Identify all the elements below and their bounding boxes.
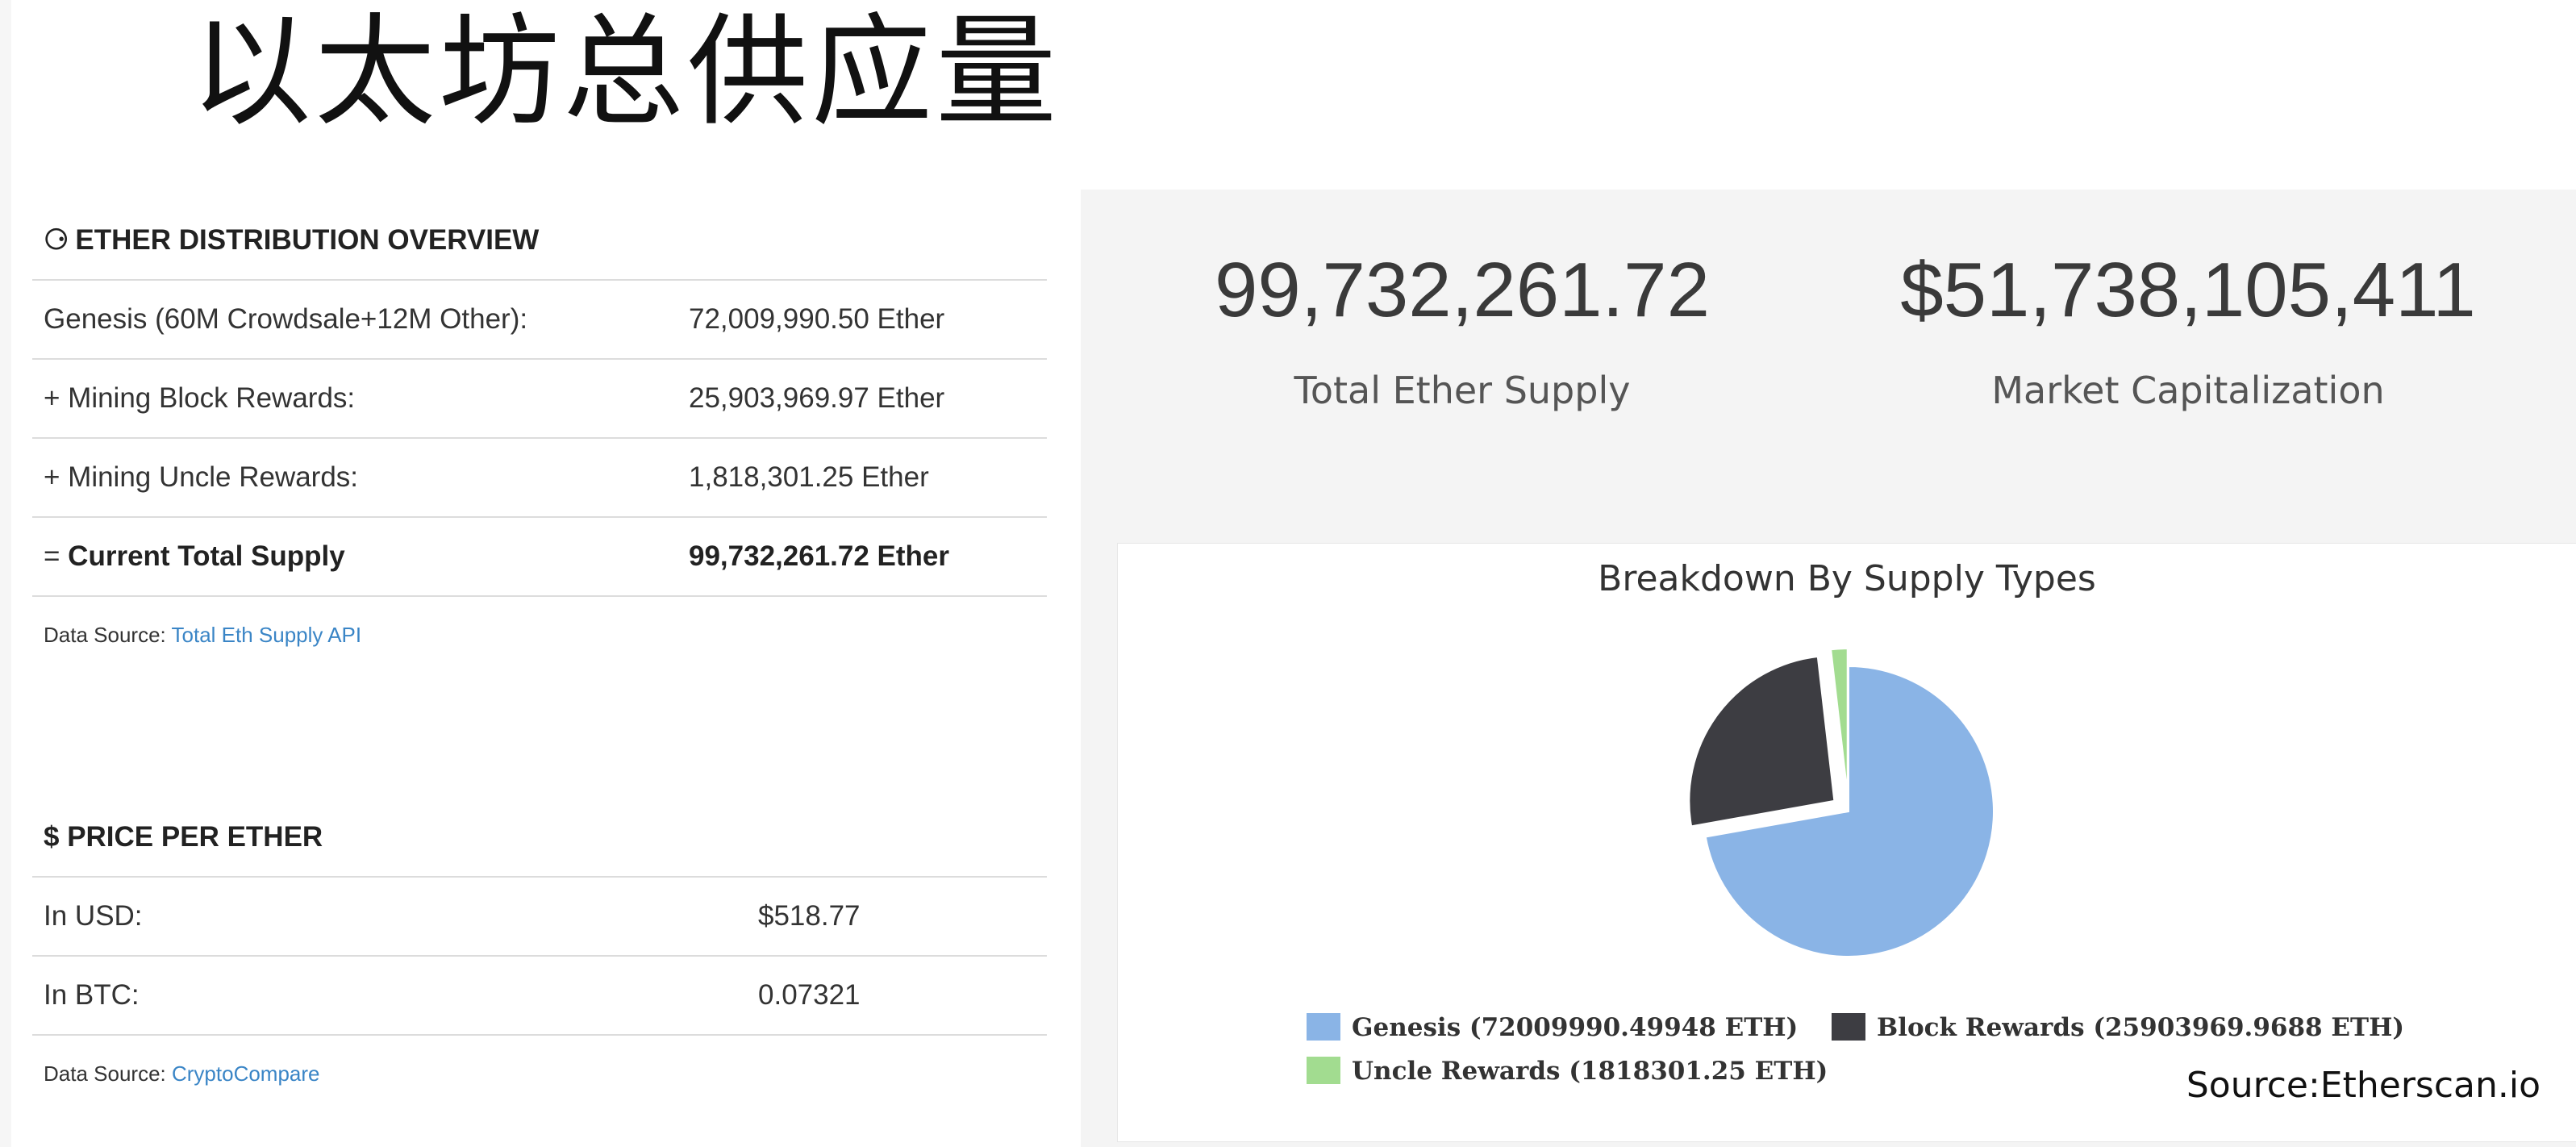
legend-label: Genesis (72009990.49948 ETH) <box>1352 1013 1799 1042</box>
row-label: + Mining Block Rewards: <box>44 382 356 414</box>
table-row-btc: In BTC: 0.07321 <box>32 957 1047 1036</box>
source-credit: Source:Etherscan.io <box>2186 1065 2541 1106</box>
distribution-data-source: Data Source: Total Eth Supply API <box>32 623 1047 648</box>
total-supply-label: Total Ether Supply <box>1294 369 1631 412</box>
supply-breakdown-chart: Breakdown By Supply Types Genesis (72009… <box>1117 543 2576 1142</box>
pie-slice-genesis[interactable] <box>1704 665 1995 957</box>
legend-label: Block Rewards (25903969.9688 ETH) <box>1877 1013 2405 1042</box>
distribution-heading-text: ETHER DISTRIBUTION OVERVIEW <box>75 224 540 256</box>
legend-swatch <box>1832 1013 1865 1041</box>
legend-item-uncle-rewards[interactable]: Uncle Rewards (1818301.25 ETH) <box>1307 1057 1828 1086</box>
price-section: $ PRICE PER ETHER In USD: $518.77 In BTC… <box>32 799 1047 1087</box>
row-label: + Mining Uncle Rewards: <box>44 461 359 493</box>
row-value: 72,009,990.50 Ether <box>689 303 945 335</box>
row-value: 25,903,969.97 Ether <box>689 382 945 414</box>
legend-swatch <box>1307 1057 1340 1084</box>
legend-label: Uncle Rewards (1818301.25 ETH) <box>1352 1057 1828 1086</box>
pie-slice-block-rewards[interactable] <box>1688 655 1836 828</box>
legend-item-block-rewards[interactable]: Block Rewards (25903969.9688 ETH) <box>1832 1013 2404 1042</box>
row-value: 1,818,301.25 Ether <box>689 461 929 493</box>
slide-title: 以太坊总供应量 <box>190 2 1061 143</box>
row-value: $518.77 <box>758 900 861 932</box>
price-heading: $ PRICE PER ETHER <box>32 799 1047 878</box>
pie-chart <box>1688 648 1995 957</box>
pie-slice-uncle-rewards[interactable] <box>1830 648 1849 795</box>
row-label: In BTC: <box>44 979 140 1011</box>
left-edge-strip <box>0 0 11 1147</box>
table-row-genesis: Genesis (60M Crowdsale+12M Other): 72,00… <box>32 281 1047 360</box>
market-cap-value: $51,738,105,411 <box>1900 247 2476 333</box>
total-supply-value: 99,732,261.72 <box>1215 247 1710 333</box>
row-label: = Current Total Supply <box>44 518 345 595</box>
legend-swatch <box>1307 1013 1340 1041</box>
cryptocompare-link[interactable]: CryptoCompare <box>171 1061 320 1086</box>
market-cap-label: Market Capitalization <box>1991 369 2385 412</box>
table-row-uncle-rewards: + Mining Uncle Rewards: 1,818,301.25 Eth… <box>32 439 1047 518</box>
row-label: Genesis (60M Crowdsale+12M Other): <box>44 303 528 335</box>
stats-panel: 99,732,261.72 Total Ether Supply $51,738… <box>1081 190 2576 1147</box>
total-value: 99,732,261.72 Ether <box>689 540 950 572</box>
distribution-heading: ⚆ ETHER DISTRIBUTION OVERVIEW <box>32 202 1047 281</box>
total-eth-supply-api-link[interactable]: Total Eth Supply API <box>171 623 362 647</box>
price-data-source: Data Source: CryptoCompare <box>32 1061 1047 1087</box>
legend-item-genesis[interactable]: Genesis (72009990.49948 ETH) <box>1307 1013 1798 1042</box>
total-label: Current Total Supply <box>68 540 345 572</box>
table-row-total: = Current Total Supply 99,732,261.72 Eth… <box>32 518 1047 597</box>
table-row-block-rewards: + Mining Block Rewards: 25,903,969.97 Et… <box>32 360 1047 439</box>
source-label: Data Source: <box>44 623 172 647</box>
chart-title: Breakdown By Supply Types <box>1598 558 2096 599</box>
row-value: 0.07321 <box>758 979 861 1011</box>
distribution-section: ⚆ ETHER DISTRIBUTION OVERVIEW Genesis (60… <box>32 202 1047 648</box>
table-row-usd: In USD: $518.77 <box>32 878 1047 957</box>
row-label: In USD: <box>44 900 143 932</box>
sitemap-icon: ⚆ <box>44 224 69 256</box>
source-label: Data Source: <box>44 1061 172 1086</box>
total-prefix: = <box>44 540 69 572</box>
